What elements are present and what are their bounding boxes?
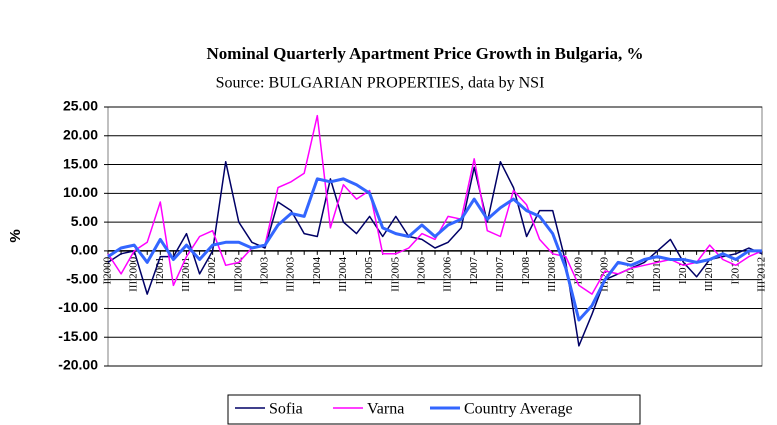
x-tick-label: I'2003 — [258, 256, 270, 284]
series-line — [107, 114, 763, 295]
y-tick-label: 0.00 — [71, 242, 98, 258]
y-tick-label: 25.00 — [63, 98, 98, 114]
x-tick-label: I'2004 — [311, 256, 323, 284]
x-tick-label: III'2003 — [285, 256, 297, 291]
x-tick-label: III'2001 — [180, 257, 192, 292]
x-tick-label: III'2006 — [442, 256, 454, 291]
y-tick-label: -10.00 — [58, 299, 98, 315]
y-axis-label: % — [7, 229, 24, 242]
y-tick-label: -20.00 — [58, 357, 98, 373]
legend-label: Varna — [367, 401, 404, 418]
x-tick-label: I'2008 — [520, 256, 532, 284]
series-line — [107, 160, 763, 347]
legend-label: Country Average — [464, 401, 573, 418]
x-tick-label: III'2004 — [337, 256, 349, 291]
series-line — [107, 177, 762, 322]
x-tick-label: I'2007 — [468, 256, 480, 284]
y-tick-label: -15.00 — [58, 328, 98, 344]
x-tick-label: III'2002 — [232, 257, 244, 292]
x-tick-label: I'2005 — [363, 256, 375, 284]
legend: Sofia Varna Country Average — [227, 394, 641, 425]
x-tick-label: III'2008 — [546, 256, 558, 291]
x-tick-label: I'2012 — [729, 257, 741, 285]
x-tick-label: I'2000 — [102, 256, 114, 284]
y-tick-label: -5.00 — [66, 270, 98, 286]
x-tick-label: III'2010 — [651, 256, 663, 291]
x-tick-label: III'2011 — [703, 257, 715, 292]
x-tick-label: I'2001 — [154, 257, 166, 285]
x-tick-label: III'2012 — [756, 257, 768, 292]
x-tick-label: III'2007 — [494, 256, 506, 291]
y-tick-label: 5.00 — [71, 213, 98, 229]
x-tick-label: III'2009 — [599, 256, 611, 291]
x-tick-label: I'2002 — [206, 257, 218, 285]
x-tick-label: III'2000 — [128, 256, 140, 291]
legend-label: Sofia — [269, 401, 303, 418]
x-tick-label: I'2006 — [415, 256, 427, 284]
chart-title: Nominal Quarterly Apartment Price Growth… — [207, 44, 644, 63]
y-tick-label: 15.00 — [63, 155, 98, 171]
chart-subtitle: Source: BULGARIAN PROPERTIES, data by NS… — [216, 75, 545, 92]
y-tick-label: 20.00 — [63, 126, 98, 142]
x-tick-label: III'2005 — [389, 256, 401, 291]
x-tick-label: I'2009 — [572, 256, 584, 284]
y-tick-label: 10.00 — [63, 184, 98, 200]
